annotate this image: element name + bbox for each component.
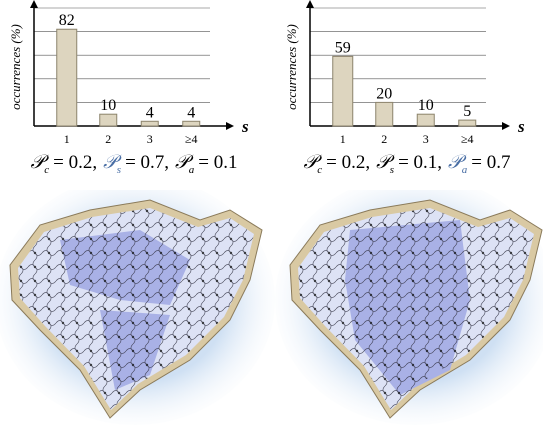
caption-value: = 0.7 xyxy=(471,152,510,173)
bar-value-label: 4 xyxy=(146,104,154,121)
caption: 𝒫c = 0.2, 𝒫s = 0.7, 𝒫a= 0.1 xyxy=(0,152,270,176)
bar-value-label: 5 xyxy=(463,103,471,120)
caption-symbol: 𝒫 xyxy=(175,152,189,173)
caption-symbol: 𝒫 xyxy=(304,152,318,173)
y-arrow xyxy=(30,0,38,8)
x-tick-label: ≥4 xyxy=(185,132,198,146)
caption-value: = 0.1, xyxy=(398,152,442,173)
caption-symbol: 𝒫 xyxy=(376,152,390,173)
bar-value-label: 4 xyxy=(187,104,195,121)
caption-term: 𝒫s = 0.7, xyxy=(103,152,171,173)
caption-subscript: c xyxy=(317,164,322,176)
x-tick-label: 2 xyxy=(381,132,387,146)
caption-term: 𝒫a= 0.1 xyxy=(175,152,239,173)
map-right xyxy=(275,190,543,425)
x-arrow xyxy=(502,122,510,130)
caption-symbol: 𝒫 xyxy=(448,152,462,173)
bar-value-label: 59 xyxy=(335,39,351,56)
x-axis-label: s xyxy=(241,117,249,136)
caption-value: = 0.2, xyxy=(326,152,370,173)
bar-value-label: 10 xyxy=(100,97,116,114)
caption-term: 𝒫s = 0.1, xyxy=(376,152,444,173)
x-tick-label: 3 xyxy=(147,132,153,146)
x-axis-label: s xyxy=(517,117,525,136)
bar-value-label: 10 xyxy=(418,97,434,114)
y-axis-label: occurrences (%) xyxy=(284,24,299,110)
caption-subscript: s xyxy=(390,164,394,176)
caption-symbol: 𝒫 xyxy=(103,152,117,173)
caption: 𝒫c = 0.2, 𝒫s = 0.1, 𝒫a= 0.7 xyxy=(273,152,543,176)
page: s occurrences (%) 82 1 10 2 4 3 4 ≥4 s occurrences … xyxy=(0,0,543,430)
caption-value: = 0.1 xyxy=(198,152,237,173)
bar xyxy=(459,120,476,126)
caption-value: = 0.2, xyxy=(53,152,97,173)
bar xyxy=(57,29,77,126)
x-tick-label: 1 xyxy=(340,132,346,146)
caption-term: 𝒫c = 0.2, xyxy=(304,152,373,173)
caption-term: 𝒫a= 0.7 xyxy=(448,152,512,173)
bar-value-label: 82 xyxy=(59,12,75,29)
x-tick-label: ≥4 xyxy=(461,132,474,146)
caption-term: 𝒫c = 0.2, xyxy=(31,152,100,173)
x-tick-label: 3 xyxy=(423,132,429,146)
y-axis-label: occurrences (%) xyxy=(8,24,23,110)
x-tick-label: 2 xyxy=(105,132,111,146)
caption-subscript: c xyxy=(44,164,49,176)
map-left xyxy=(0,190,275,425)
bar xyxy=(376,102,393,126)
caption-value: = 0.7, xyxy=(125,152,169,173)
bar xyxy=(417,114,434,126)
y-arrow xyxy=(306,0,314,8)
bar xyxy=(333,56,353,126)
bar-value-label: 20 xyxy=(376,85,392,102)
bar xyxy=(141,121,158,126)
x-arrow xyxy=(226,122,234,130)
caption-subscript: a xyxy=(462,164,468,176)
bar xyxy=(100,114,117,126)
bar xyxy=(183,121,200,126)
charts: s occurrences (%) 82 1 10 2 4 3 4 ≥4 s occurrences … xyxy=(0,0,543,150)
caption-subscript: a xyxy=(189,164,195,176)
caption-symbol: 𝒫 xyxy=(31,152,45,173)
caption-subscript: s xyxy=(117,164,121,176)
maps xyxy=(0,190,543,430)
x-tick-label: 1 xyxy=(64,132,70,146)
